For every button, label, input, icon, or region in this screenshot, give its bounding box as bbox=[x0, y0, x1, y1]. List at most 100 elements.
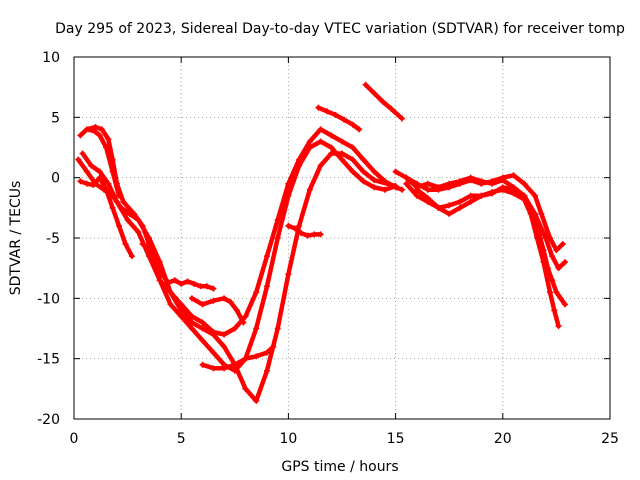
data-point bbox=[499, 174, 506, 181]
data-point bbox=[210, 349, 217, 356]
data-point bbox=[227, 298, 234, 305]
data-point bbox=[231, 325, 238, 332]
data-point bbox=[521, 180, 528, 187]
x-axis-label: GPS time / hours bbox=[281, 459, 398, 475]
data-point bbox=[75, 156, 82, 163]
data-point bbox=[92, 128, 99, 135]
data-point bbox=[79, 150, 86, 157]
data-point bbox=[128, 253, 135, 260]
data-point bbox=[435, 186, 442, 193]
data-point bbox=[311, 231, 318, 238]
data-point bbox=[549, 253, 556, 260]
data-point bbox=[83, 180, 90, 187]
x-tick-label: 20 bbox=[494, 431, 512, 447]
data-point bbox=[540, 259, 547, 266]
y-tick-label: 10 bbox=[42, 50, 60, 66]
data-point bbox=[388, 105, 395, 112]
data-point bbox=[381, 186, 388, 193]
data-point bbox=[414, 186, 421, 193]
data-point bbox=[98, 126, 105, 133]
data-point bbox=[88, 162, 95, 169]
data-point bbox=[304, 232, 311, 239]
data-point bbox=[178, 280, 185, 287]
data-point bbox=[553, 289, 560, 296]
data-point bbox=[478, 192, 485, 199]
data-point bbox=[274, 216, 281, 223]
data-point bbox=[242, 385, 249, 392]
y-tick-label: -20 bbox=[37, 412, 60, 428]
data-point bbox=[210, 297, 217, 304]
data-point bbox=[392, 183, 399, 190]
data-point bbox=[403, 174, 410, 181]
data-point bbox=[221, 365, 228, 372]
data-point bbox=[96, 132, 103, 139]
data-point bbox=[555, 323, 562, 330]
data-point bbox=[360, 178, 367, 185]
x-tick-labels: 0 5 10 15 20 25 bbox=[70, 431, 619, 447]
data-point bbox=[126, 210, 133, 217]
data-point bbox=[328, 132, 335, 139]
data-point bbox=[349, 121, 356, 128]
data-point bbox=[399, 115, 406, 122]
data-point bbox=[306, 186, 313, 193]
data-point bbox=[221, 331, 228, 338]
data-point bbox=[371, 184, 378, 191]
data-point bbox=[253, 397, 260, 404]
data-point bbox=[371, 90, 378, 97]
x-tick-label: 15 bbox=[387, 431, 405, 447]
data-point bbox=[328, 150, 335, 157]
data-point bbox=[362, 81, 369, 88]
data-point bbox=[146, 235, 153, 241]
data-point bbox=[356, 126, 363, 133]
data-point bbox=[317, 126, 324, 133]
data-point bbox=[489, 190, 496, 197]
data-point bbox=[360, 156, 367, 163]
data-point bbox=[392, 168, 399, 175]
data-point bbox=[184, 278, 191, 285]
data-point bbox=[253, 353, 260, 360]
data-point bbox=[446, 210, 453, 217]
data-point bbox=[557, 295, 564, 302]
data-point bbox=[109, 204, 116, 211]
y-tick-label: -10 bbox=[37, 291, 60, 307]
data-point bbox=[188, 325, 195, 332]
data-point bbox=[191, 280, 198, 287]
data-point bbox=[118, 204, 125, 211]
data-point bbox=[531, 192, 538, 199]
data-point bbox=[555, 265, 562, 272]
data-point bbox=[203, 283, 210, 290]
data-point bbox=[521, 192, 528, 199]
data-point bbox=[274, 325, 281, 332]
data-point bbox=[197, 283, 204, 290]
data-point bbox=[328, 144, 335, 151]
data-point bbox=[339, 138, 345, 145]
axis-ticks bbox=[73, 56, 611, 420]
data-point bbox=[83, 168, 90, 175]
data-point bbox=[105, 136, 112, 143]
data-point bbox=[77, 178, 84, 185]
series-line-sat-m bbox=[404, 181, 561, 329]
y-tick-label: -5 bbox=[46, 231, 60, 247]
data-point bbox=[371, 177, 378, 184]
data-point bbox=[171, 277, 178, 284]
data-point bbox=[446, 184, 453, 191]
data-point bbox=[199, 361, 206, 368]
data-point bbox=[339, 156, 345, 163]
data-point bbox=[285, 271, 292, 278]
data-point bbox=[456, 204, 463, 211]
data-point bbox=[553, 247, 560, 254]
data-point bbox=[317, 231, 324, 238]
data-point bbox=[103, 186, 110, 193]
data-point bbox=[135, 216, 142, 223]
data-point bbox=[188, 313, 195, 320]
data-point bbox=[510, 186, 517, 193]
data-point bbox=[253, 289, 260, 296]
data-point bbox=[424, 195, 431, 202]
data-point bbox=[263, 283, 270, 290]
y-tick-label: 0 bbox=[51, 171, 60, 187]
data-point bbox=[263, 367, 270, 374]
data-point bbox=[116, 192, 123, 199]
chart-title: Day 295 of 2023, Sidereal Day-to-day VTE… bbox=[55, 21, 625, 37]
data-point bbox=[96, 168, 103, 175]
